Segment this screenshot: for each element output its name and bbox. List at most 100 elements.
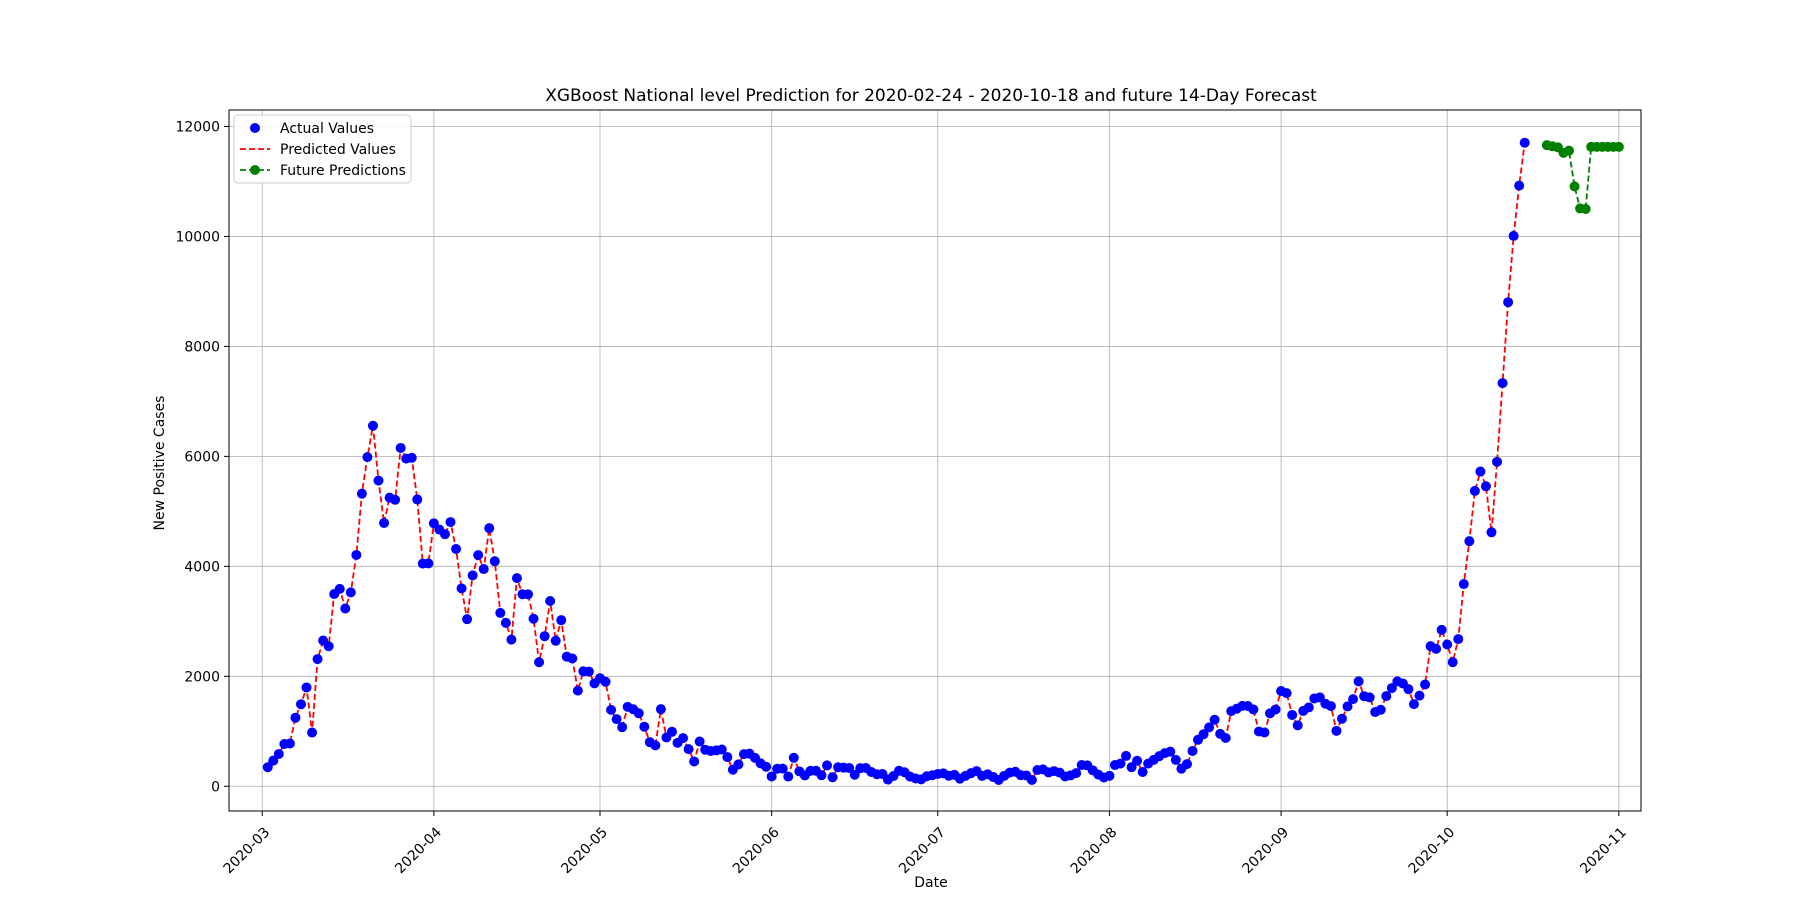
actual-value-point (340, 603, 351, 614)
legend-marker-future (250, 165, 260, 175)
actual-value-point (1220, 732, 1231, 743)
actual-value-point (1121, 750, 1132, 761)
actual-value-point (550, 635, 561, 646)
actual-value-point (827, 772, 838, 783)
actual-value-point (1381, 691, 1392, 702)
actual-value-point (379, 517, 390, 528)
legend-box (233, 114, 412, 184)
actual-value-point (534, 657, 545, 668)
actual-value-point (456, 583, 467, 594)
actual-value-point (722, 752, 733, 763)
actual-value-point (323, 641, 334, 652)
actual-value-point (689, 756, 700, 767)
actual-value-point (683, 744, 694, 755)
actual-value-point (1287, 709, 1298, 720)
actual-value-point (1414, 690, 1425, 701)
actual-value-point (1342, 701, 1353, 712)
actual-value-point (284, 738, 295, 749)
actual-value-point (451, 543, 462, 554)
actual-value-point (678, 733, 689, 744)
y-tick-label: 6000 (184, 449, 220, 465)
actual-value-point (1248, 704, 1259, 715)
actual-value-point (716, 744, 727, 755)
actual-value-point (445, 517, 456, 528)
actual-value-point (506, 634, 517, 645)
actual-value-point (1336, 713, 1347, 724)
actual-value-point (1331, 725, 1342, 736)
actual-value-point (1420, 679, 1431, 690)
actual-value-point (1303, 702, 1314, 713)
actual-value-point (1480, 481, 1491, 492)
legend-label-predicted: Predicted Values (280, 142, 396, 158)
actual-value-point (611, 714, 622, 725)
actual-value-point (1071, 768, 1082, 779)
actual-value-point (844, 763, 855, 774)
actual-value-point (1375, 704, 1386, 715)
actual-value-point (345, 587, 356, 598)
actual-value-point (523, 589, 534, 600)
actual-value-point (583, 666, 594, 677)
legend-item-future: Future Predictions (240, 163, 406, 179)
actual-value-point (1270, 704, 1281, 715)
y-axis-title: New Positive Cases (152, 396, 168, 531)
actual-value-point (1165, 746, 1176, 757)
actual-value-point (567, 653, 578, 664)
actual-value-point (633, 708, 644, 719)
actual-value-point (412, 494, 423, 505)
actual-value-point (1325, 701, 1336, 712)
y-tick-label: 0 (211, 779, 220, 795)
actual-value-point (1364, 692, 1375, 703)
future-prediction-point (1564, 145, 1575, 156)
actual-value-point (1503, 297, 1514, 308)
actual-value-point (1442, 639, 1453, 650)
actual-value-point (1492, 456, 1503, 467)
actual-value-point (295, 699, 306, 710)
y-tick-label: 4000 (184, 559, 220, 575)
actual-value-point (1453, 634, 1464, 645)
actual-value-point (390, 494, 401, 505)
actual-value-point (473, 550, 484, 561)
actual-value-point (367, 420, 378, 431)
actual-value-point (1353, 676, 1364, 687)
actual-value-point (1486, 527, 1497, 538)
actual-value-point (1137, 767, 1148, 778)
actual-value-point (1403, 684, 1414, 695)
future-predictions-series (1541, 140, 1624, 214)
actual-value-point (1497, 378, 1508, 389)
y-tick-label: 10000 (175, 229, 220, 245)
y-axis: 0 2000 4000 6000 8000 10000 12000 (175, 119, 229, 795)
actual-value-point (1132, 755, 1143, 766)
actual-value-point (395, 442, 406, 453)
actual-value-point (373, 475, 384, 486)
y-tick-label: 2000 (184, 669, 220, 685)
actual-value-point (1475, 466, 1486, 477)
actual-value-point (539, 631, 550, 642)
actual-value-point (423, 558, 434, 569)
actual-value-point (312, 654, 323, 665)
actual-value-point (1386, 683, 1397, 694)
actual-value-point (655, 704, 666, 715)
actual-value-point (500, 617, 511, 628)
plot-frame (228, 109, 1642, 812)
actual-value-point (1436, 624, 1447, 635)
legend-item-actual: Actual Values (250, 121, 374, 137)
actual-value-point (478, 564, 489, 575)
actual-value-point (489, 556, 500, 567)
actual-value-point (1204, 722, 1215, 733)
actual-value-point (1181, 759, 1192, 770)
actual-value-point (788, 752, 799, 763)
actual-value-point (572, 685, 583, 696)
actual-value-point (290, 712, 301, 723)
actual-value-point (1431, 643, 1442, 654)
actual-value-point (439, 529, 450, 540)
actual-value-point (351, 549, 362, 560)
y-tick-label: 12000 (175, 119, 220, 135)
actual-value-point (1519, 137, 1530, 148)
actual-value-point (1348, 694, 1359, 705)
actual-value-point (1508, 230, 1519, 241)
actual-value-point (1458, 579, 1469, 590)
actual-value-point (816, 770, 827, 781)
actual-value-point (783, 771, 794, 782)
actual-value-point (301, 682, 312, 693)
